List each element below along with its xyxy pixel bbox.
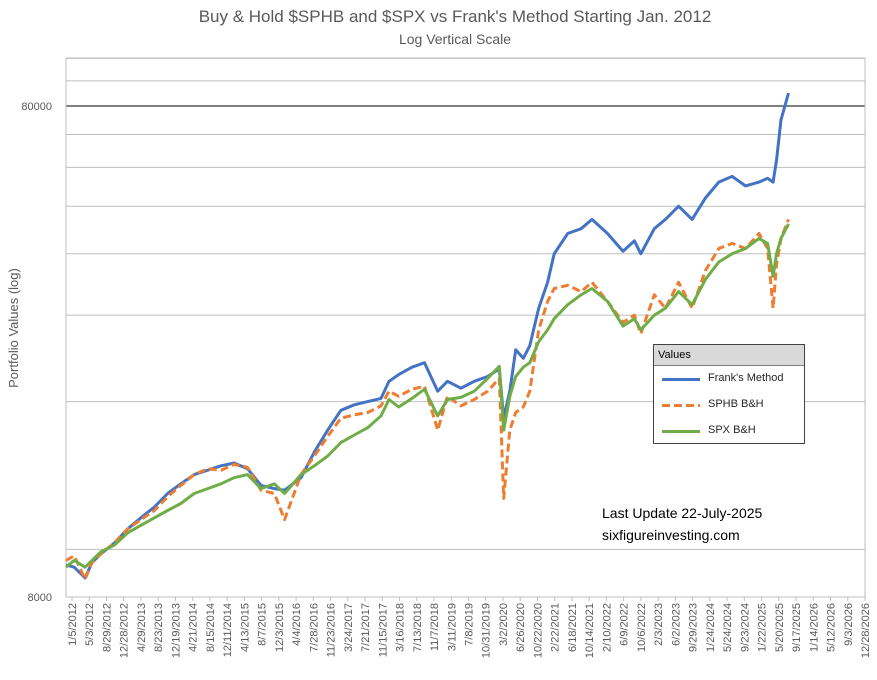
- x-axis-ticks: 1/5/2012 5/3/2012 8/29/2012 12/28/2012 4/29/…: [67, 597, 872, 658]
- x-tick-label: 12/28/2026: [860, 603, 872, 658]
- x-tick-label: 8/29/2012: [101, 603, 113, 652]
- x-tick-label: 10/14/2021: [584, 603, 596, 658]
- x-tick-label: 2/10/2022: [601, 603, 613, 652]
- series-line-1: [65, 218, 790, 581]
- x-tick-label: 6/26/2020: [515, 603, 527, 652]
- x-tick-label: 4/21/2014: [188, 603, 200, 652]
- x-tick-label: 10/22/2020: [532, 603, 544, 658]
- x-tick-label: 3/16/2018: [395, 603, 407, 652]
- x-tick-label: 3/2/2020: [498, 603, 510, 646]
- x-tick-label: 12/28/2012: [119, 603, 131, 658]
- x-tick-label: 5/20/2025: [774, 603, 786, 652]
- x-tick-label: 7/8/2019: [464, 603, 476, 646]
- last-update-note: Last Update 22-July-2025: [602, 505, 763, 521]
- x-tick-label: 1/14/2026: [808, 603, 820, 652]
- legend-title: Values: [654, 345, 804, 366]
- x-tick-label: 5/3/2012: [84, 603, 96, 646]
- x-tick-label: 2/3/2023: [653, 603, 665, 646]
- x-tick-label: 11/7/2018: [429, 603, 441, 651]
- x-tick-label: 1/5/2012: [67, 603, 79, 646]
- x-tick-label: 1/22/2025: [757, 603, 769, 652]
- x-tick-label: 12/11/2014: [222, 603, 234, 657]
- legend-swatch: [662, 404, 700, 407]
- x-tick-label: 9/29/2023: [688, 603, 700, 652]
- y-tick-label: 80000: [21, 101, 52, 113]
- x-tick-label: 3/11/2019: [446, 603, 458, 651]
- x-tick-label: 10/31/2019: [481, 603, 493, 658]
- x-tick-label: 6/2/2023: [670, 603, 682, 646]
- x-tick-label: 4/4/2016: [291, 603, 303, 646]
- y-tick-label: 8000: [28, 592, 52, 604]
- x-tick-label: 5/24/2024: [722, 603, 734, 652]
- chart-subtitle: Log Vertical Scale: [399, 31, 511, 47]
- x-tick-label: 2/22/2021: [550, 603, 562, 652]
- series-line-2: [65, 223, 790, 569]
- x-tick-label: 1/24/2024: [705, 603, 717, 652]
- x-tick-label: 9/23/2024: [739, 603, 751, 652]
- legend-label: SPHB B&H: [708, 398, 764, 410]
- plot-area-border: [65, 57, 866, 598]
- x-tick-label: 10/6/2022: [636, 603, 648, 652]
- x-tick-label: 11/15/2017: [377, 603, 389, 657]
- y-axis-label: Portfolio Values (log): [6, 268, 21, 388]
- legend-swatch: [662, 378, 700, 381]
- x-tick-label: 3/24/2017: [343, 603, 355, 652]
- x-tick-label: 5/12/2026: [826, 603, 838, 652]
- legend: Values Frank's Method SPHB B&H SPX B&H: [653, 344, 805, 444]
- chart-title: Buy & Hold $SPHB and $SPX vs Frank's Met…: [199, 7, 712, 26]
- x-tick-label: 8/23/2013: [153, 603, 165, 652]
- x-tick-label: 7/28/2016: [308, 603, 320, 652]
- x-tick-label: 9/3/2026: [843, 603, 855, 646]
- legend-label: Frank's Method: [708, 372, 784, 384]
- series-lines: [65, 92, 790, 581]
- x-tick-label: 8/7/2015: [257, 603, 269, 646]
- x-tick-label: 12/3/2015: [274, 603, 286, 652]
- gridlines: [66, 57, 865, 550]
- x-tick-label: 6/9/2022: [619, 603, 631, 646]
- legend-label: SPX B&H: [708, 424, 756, 436]
- website-note: sixfigureinvesting.com: [602, 527, 740, 543]
- x-tick-label: 4/29/2013: [136, 603, 148, 652]
- x-tick-label: 4/13/2015: [239, 603, 251, 652]
- x-tick-label: 7/21/2017: [360, 603, 372, 652]
- x-tick-label: 8/15/2014: [205, 603, 217, 652]
- x-tick-label: 7/13/2018: [412, 603, 424, 652]
- x-tick-label: 11/23/2016: [326, 603, 338, 657]
- x-tick-label: 12/19/2013: [170, 603, 182, 658]
- legend-swatch: [662, 430, 700, 433]
- x-tick-label: 9/17/2025: [791, 603, 803, 652]
- x-tick-label: 6/18/2021: [567, 603, 579, 652]
